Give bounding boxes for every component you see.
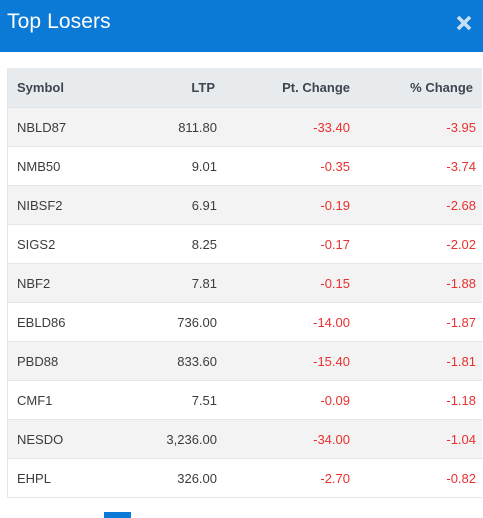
cell-symbol: NIBSF2 xyxy=(8,185,129,225)
cell-pt-change: -0.15 xyxy=(218,263,350,303)
cell-symbol: NMB50 xyxy=(8,146,129,186)
cell-ltp: 326.00 xyxy=(129,458,218,498)
modal-title: Top Losers xyxy=(7,10,111,33)
table-row[interactable]: NESDO 3,236.00 -34.00 -1.04 xyxy=(8,419,482,459)
table-row[interactable]: PBD88 833.60 -15.40 -1.81 xyxy=(8,341,482,381)
table-row[interactable]: NIBSF2 6.91 -0.19 -2.68 xyxy=(8,185,482,225)
cell-symbol: NESDO xyxy=(8,419,129,459)
losers-table-panel: Symbol LTP Pt. Change % Change NBLD87 811… xyxy=(7,68,482,498)
column-header-ltp[interactable]: LTP xyxy=(129,68,218,108)
losers-table: Symbol LTP Pt. Change % Change NBLD87 811… xyxy=(8,68,482,498)
cell-pt-change: -0.35 xyxy=(218,146,350,186)
cell-pct-change: -1.04 xyxy=(350,419,482,459)
cell-pct-change: -1.18 xyxy=(350,380,482,420)
cell-symbol: PBD88 xyxy=(8,341,129,381)
table-row[interactable]: EHPL 326.00 -2.70 -0.82 xyxy=(8,458,482,498)
column-header-pt-change[interactable]: Pt. Change xyxy=(218,68,350,108)
column-header-pct-change[interactable]: % Change xyxy=(350,68,482,108)
modal-header: Top Losers xyxy=(0,0,483,52)
cell-pt-change: -0.09 xyxy=(218,380,350,420)
cell-ltp: 9.01 xyxy=(129,146,218,186)
cell-ltp: 8.25 xyxy=(129,224,218,264)
cell-ltp: 7.51 xyxy=(129,380,218,420)
cell-pt-change: -2.70 xyxy=(218,458,350,498)
cell-pct-change: -1.88 xyxy=(350,263,482,303)
cell-symbol: EBLD86 xyxy=(8,302,129,342)
cell-pct-change: -1.81 xyxy=(350,341,482,381)
cell-ltp: 7.81 xyxy=(129,263,218,303)
table-row[interactable]: NBF2 7.81 -0.15 -1.88 xyxy=(8,263,482,303)
cell-symbol: SIGS2 xyxy=(8,224,129,264)
cell-pt-change: -14.00 xyxy=(218,302,350,342)
cell-pt-change: -33.40 xyxy=(218,107,350,147)
cell-ltp: 833.60 xyxy=(129,341,218,381)
table-row[interactable]: EBLD86 736.00 -14.00 -1.87 xyxy=(8,302,482,342)
column-header-symbol[interactable]: Symbol xyxy=(8,68,129,108)
pagination-indicator[interactable] xyxy=(104,512,131,518)
cell-pt-change: -0.17 xyxy=(218,224,350,264)
table-header-row: Symbol LTP Pt. Change % Change xyxy=(8,68,482,108)
table-row[interactable]: NMB50 9.01 -0.35 -3.74 xyxy=(8,146,482,186)
close-icon xyxy=(456,15,472,31)
cell-ltp: 6.91 xyxy=(129,185,218,225)
cell-ltp: 811.80 xyxy=(129,107,218,147)
cell-symbol: NBF2 xyxy=(8,263,129,303)
cell-pt-change: -15.40 xyxy=(218,341,350,381)
cell-symbol: EHPL xyxy=(8,458,129,498)
cell-pct-change: -2.68 xyxy=(350,185,482,225)
close-button[interactable] xyxy=(455,12,473,34)
cell-ltp: 3,236.00 xyxy=(129,419,218,459)
cell-pct-change: -2.02 xyxy=(350,224,482,264)
cell-symbol: CMF1 xyxy=(8,380,129,420)
table-row[interactable]: CMF1 7.51 -0.09 -1.18 xyxy=(8,380,482,420)
cell-pct-change: -3.74 xyxy=(350,146,482,186)
cell-symbol: NBLD87 xyxy=(8,107,129,147)
table-row[interactable]: NBLD87 811.80 -33.40 -3.95 xyxy=(8,107,482,147)
cell-pct-change: -3.95 xyxy=(350,107,482,147)
table-row[interactable]: SIGS2 8.25 -0.17 -2.02 xyxy=(8,224,482,264)
cell-pt-change: -0.19 xyxy=(218,185,350,225)
cell-pct-change: -0.82 xyxy=(350,458,482,498)
cell-ltp: 736.00 xyxy=(129,302,218,342)
cell-pt-change: -34.00 xyxy=(218,419,350,459)
cell-pct-change: -1.87 xyxy=(350,302,482,342)
